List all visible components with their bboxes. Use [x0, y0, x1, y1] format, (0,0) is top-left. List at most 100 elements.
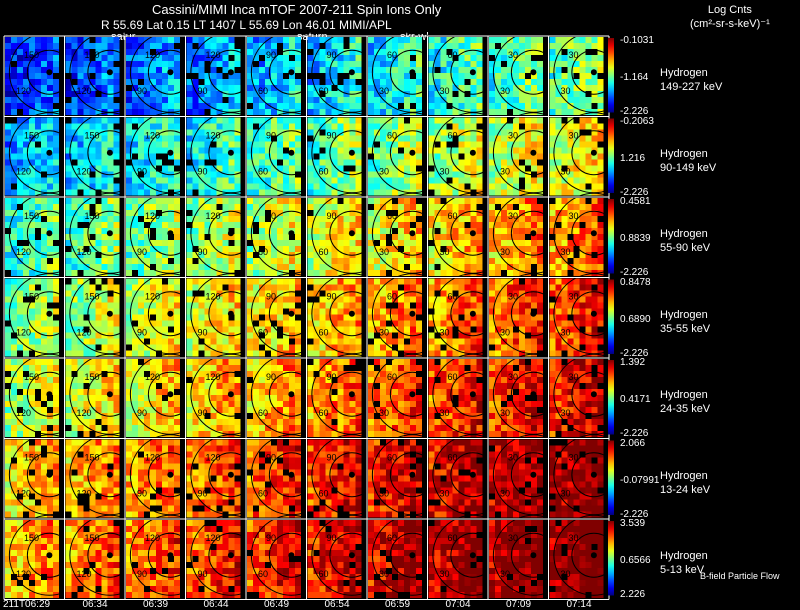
contour-label: 90: [198, 328, 208, 338]
channel-energy: 24-35 keV: [660, 402, 710, 416]
contour-label: 120: [16, 328, 31, 338]
contour-label: 30: [569, 533, 579, 543]
contour-label: 60: [319, 489, 329, 499]
contour-label: 30: [569, 50, 579, 60]
colorbar-4: [608, 360, 614, 435]
contour-label: 120: [206, 211, 221, 221]
contour-label: 120: [206, 533, 221, 543]
heatmap-cells: 150 120 150 120 120 90 120 90 90 60 90 60 60 30 60 30 30…: [5, 32, 634, 598]
contour-label: 90: [137, 569, 147, 579]
contour-label: 90: [266, 533, 276, 543]
contour-label: 90: [198, 569, 208, 579]
contour-label: 30: [561, 247, 571, 257]
contour-label: 150: [85, 131, 100, 141]
contour-label: 120: [206, 50, 221, 60]
contour-label: 30: [500, 489, 510, 499]
contour-label: 30: [379, 569, 389, 579]
time-tick-label: 06:34: [83, 599, 108, 610]
contour-label: 120: [77, 328, 92, 338]
contour-label: 60: [448, 372, 458, 382]
colorbar-2: [608, 199, 614, 274]
contour-label: 30: [569, 453, 579, 463]
contour-label: 30: [561, 328, 571, 338]
colorbar-1: [608, 119, 614, 194]
contour-label: 90: [266, 211, 276, 221]
contour-label: 60: [387, 292, 397, 302]
time-tick-label: 06:49: [264, 599, 289, 610]
contour-label: 90: [327, 533, 337, 543]
colorbar-min-label: 2.226: [620, 589, 645, 600]
contour-label: 60: [258, 247, 268, 257]
contour-label: 90: [198, 489, 208, 499]
contour-label: 30: [508, 453, 518, 463]
contour-label: 30: [561, 167, 571, 177]
colorbar-3: [608, 280, 614, 355]
contour-label: 60: [258, 489, 268, 499]
contour-label: 90: [327, 211, 337, 221]
contour-label: 120: [77, 489, 92, 499]
contour-label: 120: [145, 453, 160, 463]
contour-label: 30: [561, 489, 571, 499]
colorbar-mid-label: -0.07991: [620, 475, 659, 486]
contour-label: 90: [266, 372, 276, 382]
time-tick-label: 07:09: [506, 599, 531, 610]
contour-label: 150: [24, 50, 39, 60]
contour-label: 90: [198, 167, 208, 177]
contour-label: 30: [508, 292, 518, 302]
time-tick-label: 211T06:29: [3, 599, 50, 610]
contour-label: 60: [258, 408, 268, 418]
contour-label: 90: [198, 86, 208, 96]
colorbar-mid-label: 0.6566: [620, 555, 651, 566]
bfield-particle-flow-note: B-field Particle Flow: [700, 571, 780, 581]
contour-label: 90: [266, 131, 276, 141]
contour-label: 120: [77, 247, 92, 257]
colorbar-5: [608, 441, 614, 516]
contour-label: 90: [137, 86, 147, 96]
contour-label: 120: [206, 453, 221, 463]
channel-species: Hydrogen: [660, 308, 708, 322]
contour-label: 90: [266, 50, 276, 60]
colorbar-mid-label: 0.4171: [620, 394, 651, 405]
contour-label: 150: [24, 453, 39, 463]
colorbar-max-label: -0.2063: [620, 116, 654, 127]
contour-label: 30: [379, 408, 389, 418]
contour-label: 30: [561, 569, 571, 579]
contour-label: 30: [379, 247, 389, 257]
colorbar-max-label: 1.392: [620, 357, 645, 368]
contour-label: 60: [387, 372, 397, 382]
contour-label: 60: [319, 408, 329, 418]
colorbar-mid-label: 0.8839: [620, 233, 651, 244]
channel-species: Hydrogen: [660, 227, 708, 241]
contour-label: 120: [145, 131, 160, 141]
contour-label: 30: [440, 408, 450, 418]
contour-label: 60: [387, 131, 397, 141]
contour-label: 120: [77, 167, 92, 177]
contour-label: 90: [137, 167, 147, 177]
contour-label: 120: [206, 131, 221, 141]
contour-label: 150: [85, 50, 100, 60]
channel-energy: 13-24 keV: [660, 483, 710, 497]
contour-label: 30: [500, 86, 510, 96]
channel-species: Hydrogen: [660, 549, 708, 563]
contour-label: 90: [137, 408, 147, 418]
contour-label: 30: [440, 569, 450, 579]
colorbar-max-label: 0.4581: [620, 196, 651, 207]
contour-label: 30: [500, 247, 510, 257]
contour-label: 120: [16, 86, 31, 96]
contour-label: 60: [258, 86, 268, 96]
contour-label: 30: [440, 86, 450, 96]
contour-label: 90: [327, 292, 337, 302]
contour-label: 60: [448, 292, 458, 302]
contour-label: 60: [258, 167, 268, 177]
contour-label: 60: [448, 131, 458, 141]
contour-label: 30: [569, 292, 579, 302]
contour-label: 30: [561, 86, 571, 96]
contour-label: 30: [500, 328, 510, 338]
contour-label: 60: [387, 50, 397, 60]
contour-label: 90: [266, 292, 276, 302]
channel-energy: 55-90 keV: [660, 241, 710, 255]
contour-label: 120: [206, 292, 221, 302]
contour-label: 120: [145, 292, 160, 302]
contour-label: 120: [16, 569, 31, 579]
contour-label: 120: [77, 86, 92, 96]
